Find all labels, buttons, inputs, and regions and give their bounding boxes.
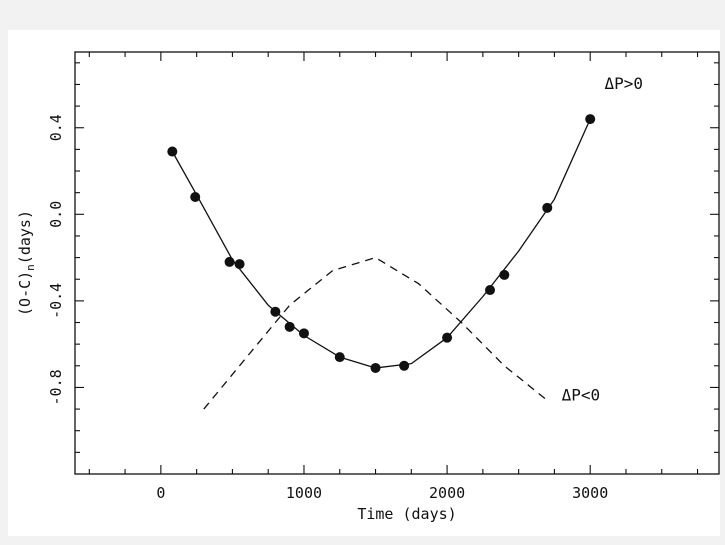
annotation-label: ΔP>0 (605, 74, 644, 93)
data-point (234, 259, 245, 270)
data-point (224, 256, 235, 267)
data-point (284, 321, 295, 332)
x-tick-label: 1000 (286, 484, 322, 502)
y-tick-label: -0.8 (47, 369, 65, 405)
data-point (542, 202, 553, 213)
data-point (499, 269, 510, 280)
fit-curve-line (171, 118, 591, 369)
data-point (190, 191, 201, 202)
x-axis-title: Time (days) (357, 505, 456, 523)
data-point (370, 362, 381, 373)
data-point (298, 328, 309, 339)
y-tick-label: 0.0 (47, 201, 65, 228)
y-axis-title: (O-C)n(days) (16, 210, 37, 316)
y-tick-label: 0.4 (47, 114, 65, 141)
data-point (485, 285, 496, 296)
data-point (167, 146, 178, 157)
data-points (167, 114, 596, 373)
plot-frame (74, 51, 720, 475)
chart-svg: 0 1000 2000 3000 0.4 0.0 -0.4 -0.8 ΔP>0 ΔP<0 Tim… (16, 51, 720, 523)
x-tick-label: 3000 (572, 484, 608, 502)
axis-ticks (75, 52, 719, 474)
annotation-label: ΔP<0 (562, 385, 601, 404)
x-tick-label: 2000 (429, 484, 465, 502)
data-point (399, 360, 410, 371)
annotations: ΔP>0 ΔP<0 (562, 74, 643, 405)
x-tick-label: 0 (156, 484, 165, 502)
figure-sheet: 0 1000 2000 3000 0.4 0.0 -0.4 -0.8 ΔP>0 ΔP<0 Tim… (8, 30, 720, 536)
data-point (334, 352, 345, 363)
y-tick-label: -0.4 (47, 283, 65, 319)
data-point (585, 114, 596, 125)
tick-labels: 0 1000 2000 3000 0.4 0.0 -0.4 -0.8 (47, 114, 608, 502)
dashed-curve-line (203, 256, 548, 410)
y-axis-title-main: (O-C) (16, 271, 34, 316)
data-point (442, 332, 453, 343)
data-point (270, 306, 281, 317)
y-axis-title-sub: n (24, 264, 37, 271)
y-axis-title-tail: (days) (16, 210, 34, 264)
